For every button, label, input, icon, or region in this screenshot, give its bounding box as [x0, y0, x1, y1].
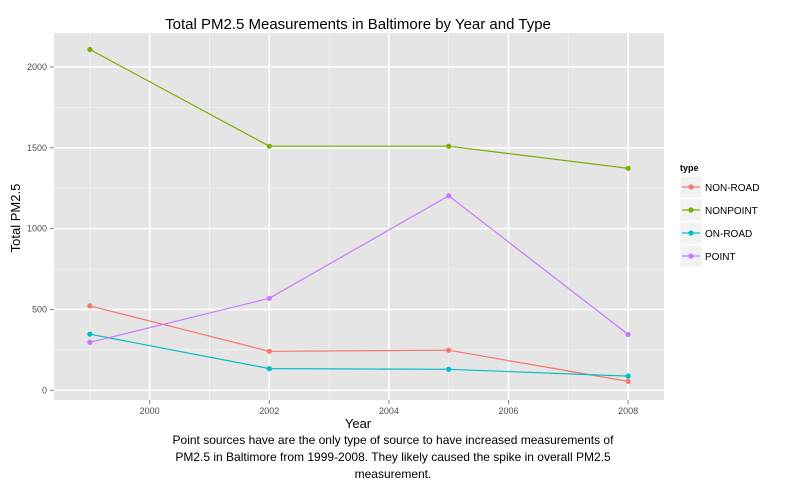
line-chart: Total PM2.5 Measurements in Baltimore by…	[8, 16, 759, 430]
x-axis-title: Year	[345, 416, 372, 430]
legend-item-on-road: ON-ROAD	[679, 221, 752, 245]
legend-key-point	[688, 230, 694, 236]
x-tick-label: 2002	[259, 406, 279, 416]
series-point	[87, 193, 631, 345]
legend-label: ON-ROAD	[705, 229, 752, 240]
major-gridlines	[54, 33, 664, 400]
y-axis: 0 500 1000 1500 2000	[27, 62, 54, 395]
legend-item-non-road: NON-ROAD	[679, 175, 759, 199]
legend-key-point	[688, 253, 694, 259]
series-line-point	[89, 195, 629, 343]
y-tick-label: 0	[42, 385, 47, 395]
data-point-on-road	[625, 373, 631, 379]
series-nonpoint	[87, 46, 631, 171]
series-on-road	[87, 331, 631, 379]
y-tick-label: 1500	[27, 143, 47, 153]
legend-key-point	[688, 207, 694, 213]
data-point-on-road	[446, 366, 452, 372]
legend-item-point: POINT	[679, 244, 736, 268]
data-point-point	[266, 295, 272, 301]
chart-title: Total PM2.5 Measurements in Baltimore by…	[165, 16, 551, 33]
data-point-nonpoint	[266, 143, 272, 149]
legend-key-point	[688, 184, 694, 190]
legend-item-nonpoint: NONPOINT	[679, 198, 758, 222]
data-point-nonpoint	[625, 165, 631, 171]
series-line-non-road	[89, 305, 629, 382]
data-point-point	[87, 339, 93, 345]
data-point-non-road	[266, 348, 272, 354]
chart-caption: Point sources have are the only type of …	[172, 433, 614, 481]
y-tick-label: 500	[32, 304, 47, 314]
legend-title: type	[680, 163, 699, 173]
series-non-road	[87, 303, 631, 385]
legend-label: NONPOINT	[705, 206, 758, 217]
x-tick-label: 2008	[618, 406, 638, 416]
legend-label: POINT	[705, 252, 736, 263]
data-point-on-road	[87, 331, 93, 337]
series-line-on-road	[89, 333, 629, 377]
y-tick-label: 1000	[27, 224, 47, 234]
data-point-point	[446, 193, 452, 199]
y-tick-label: 2000	[27, 62, 47, 72]
data-point-on-road	[266, 366, 272, 372]
data-point-nonpoint	[87, 46, 93, 53]
legend: type NON-ROAD NONPOINT ON-ROAD POINT	[679, 163, 759, 268]
legend-label: NON-ROAD	[705, 183, 759, 194]
x-tick-label: 2000	[140, 406, 160, 416]
minor-gridlines	[54, 33, 664, 400]
plot-panel	[54, 33, 664, 400]
data-point-non-road	[446, 347, 452, 353]
x-tick-label: 2006	[498, 406, 518, 416]
data-point-non-road	[87, 303, 93, 309]
series-layer	[87, 46, 631, 385]
data-point-point	[625, 331, 631, 338]
x-tick-label: 2004	[379, 406, 399, 416]
data-point-nonpoint	[446, 143, 452, 149]
series-line-nonpoint	[89, 48, 629, 169]
x-axis: 2000 2002 2004 2006 2008	[140, 400, 638, 416]
y-axis-title: Total PM2.5	[8, 184, 23, 253]
data-point-non-road	[625, 378, 631, 385]
